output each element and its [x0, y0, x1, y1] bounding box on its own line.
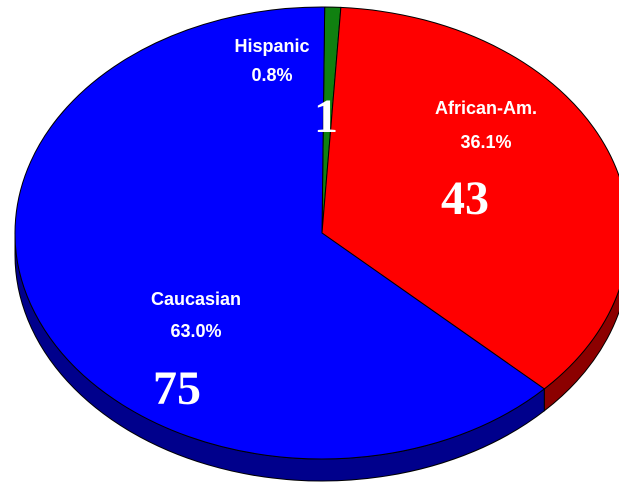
slice-label-african-am-count: 43	[441, 172, 489, 225]
slice-caucasian	[14, 6, 546, 460]
slice-african-am	[321, 6, 619, 390]
slice-label-caucasian-name: Caucasian	[151, 289, 241, 309]
slice-label-hispanic-name: Hispanic	[234, 36, 309, 56]
slice-label-caucasian-count: 75	[153, 362, 201, 415]
slice-label-hispanic-count: 1	[314, 90, 338, 143]
slice-label-caucasian-percent: 63.0%	[170, 321, 221, 341]
slice-label-african-am-percent: 36.1%	[460, 132, 511, 152]
pie-slices	[14, 6, 619, 460]
pie-labels: Hispanic 0.8% 1 African-Am. 36.1% 43 Cau…	[151, 36, 537, 415]
slice-label-african-am-name: African-Am.	[435, 98, 537, 118]
slice-label-hispanic-percent: 0.8%	[251, 65, 292, 85]
